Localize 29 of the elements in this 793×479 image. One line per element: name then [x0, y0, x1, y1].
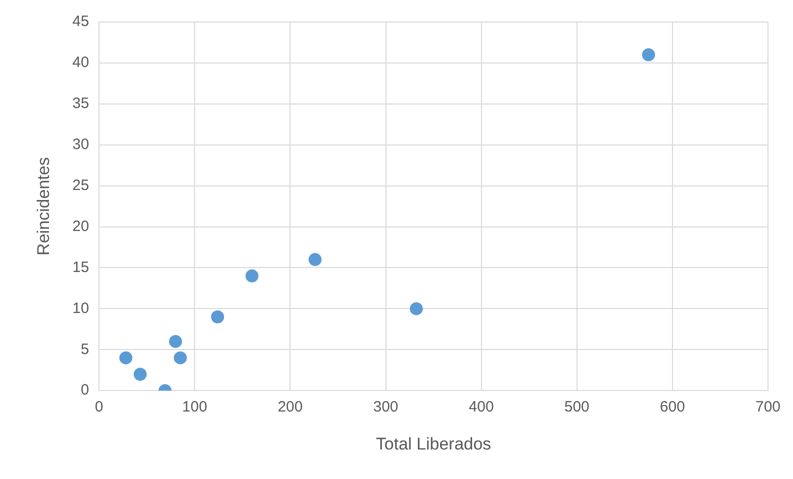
point — [410, 302, 423, 316]
point — [211, 310, 224, 324]
x-tick-label: 100 — [182, 398, 208, 416]
y-tick-label: 45 — [72, 13, 90, 30]
y-tick-label: 15 — [72, 258, 90, 276]
x-tick-label: 500 — [564, 398, 590, 416]
point — [245, 269, 258, 282]
x-tick-label: 200 — [278, 398, 303, 416]
y-tick-label: 20 — [72, 218, 90, 235]
point — [119, 351, 132, 364]
x-axis-title: Total Liberados — [376, 434, 492, 454]
point — [308, 253, 322, 266]
x-tick-label: 600 — [660, 398, 685, 416]
x-tick-label: 300 — [373, 398, 398, 416]
x-tick-label: 0 — [94, 398, 104, 416]
y-tick-label: 40 — [72, 54, 90, 72]
point — [169, 334, 182, 348]
y-tick-label: 0 — [80, 382, 90, 399]
point — [174, 351, 187, 364]
x-tick-label: 400 — [468, 398, 494, 416]
point — [642, 48, 656, 62]
y-tick-label: 30 — [72, 136, 90, 154]
y-tick-label: 35 — [72, 95, 90, 112]
point — [134, 368, 147, 381]
y-tick-label: 5 — [80, 340, 90, 358]
y-axis-title: Reincidentes — [34, 157, 53, 256]
y-tick-label: 10 — [72, 300, 90, 317]
y-tick-label: 25 — [72, 176, 90, 194]
x-tick-label: 700 — [755, 398, 781, 416]
